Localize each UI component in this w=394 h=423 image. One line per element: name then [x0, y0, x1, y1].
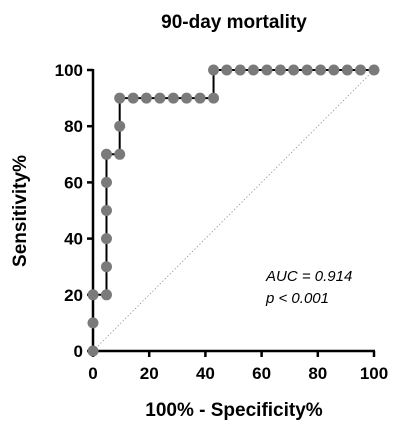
roc-point [181, 92, 193, 104]
y-tick-label: 100 [55, 61, 83, 80]
roc-point [87, 345, 99, 357]
roc-point [100, 289, 112, 301]
x-tick-label: 80 [308, 364, 327, 383]
x-tick-label: 20 [140, 364, 159, 383]
roc-point [328, 64, 340, 76]
roc-point [288, 64, 300, 76]
reference-diagonal-line [92, 69, 375, 352]
x-tick-label: 100 [360, 364, 388, 383]
roc-point [221, 64, 233, 76]
roc-point [341, 64, 353, 76]
y-tick-label: 40 [64, 230, 83, 249]
roc-point [167, 92, 179, 104]
roc-point [154, 92, 166, 104]
roc-point [261, 64, 273, 76]
roc-point [114, 148, 126, 160]
roc-point [100, 148, 112, 160]
roc-point [301, 64, 313, 76]
roc-point [100, 205, 112, 216]
roc-point [100, 261, 112, 273]
roc-point [100, 233, 112, 245]
y-axis-label: Sensitivity% [10, 155, 31, 267]
roc-point [355, 64, 367, 76]
roc-point [208, 64, 220, 76]
roc-point [114, 120, 126, 132]
x-axis-label: 100% - Specificity% [145, 400, 323, 421]
roc-point [127, 92, 139, 104]
roc-point [208, 92, 220, 104]
roc-point [87, 289, 99, 301]
roc-point [114, 92, 126, 104]
y-tick-label: 20 [64, 286, 83, 305]
roc-point [368, 64, 380, 76]
roc-point [100, 176, 112, 188]
roc-point [234, 64, 246, 76]
chart-title: 90-day mortality [161, 12, 307, 33]
y-tick-label: 60 [64, 173, 83, 192]
roc-point [315, 64, 327, 76]
roc-point [274, 64, 286, 76]
plot-area [87, 64, 380, 357]
roc-point [194, 92, 206, 104]
p-value-annotation: p < 0.001 [265, 290, 329, 307]
tick-labels: 0 20 40 60 80 100 0 20 40 60 80 100 [55, 61, 389, 383]
y-tick-label: 0 [74, 342, 83, 361]
roc-point [247, 64, 259, 76]
roc-point [140, 92, 152, 104]
roc-point [87, 317, 99, 329]
auc-annotation: AUC = 0.914 [265, 268, 352, 285]
x-tick-label: 0 [88, 364, 97, 383]
x-tick-label: 40 [196, 364, 215, 383]
x-tick-label: 60 [252, 364, 271, 383]
y-tick-label: 80 [64, 117, 83, 136]
